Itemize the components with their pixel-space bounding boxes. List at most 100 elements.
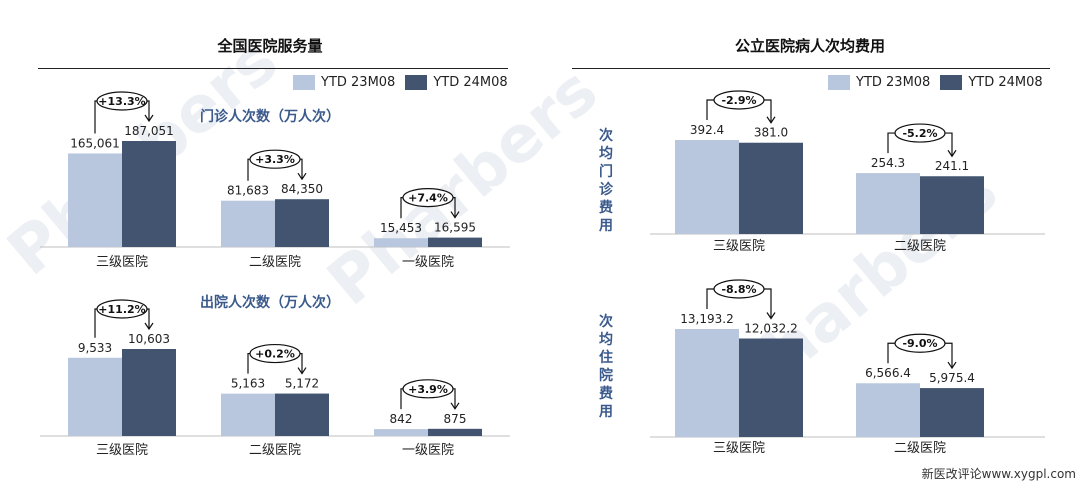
bar-ytd23 — [675, 140, 739, 234]
legend-label-ytd24: YTD 24M08 — [433, 75, 508, 90]
change-badge — [713, 279, 765, 299]
change-label: +3.9% — [408, 383, 448, 396]
category-label: 三级医院 — [96, 255, 148, 270]
category-label: 一级医院 — [402, 255, 454, 270]
category-label: 二级医院 — [894, 239, 946, 254]
bar-ytd24 — [275, 199, 329, 247]
data-label: 5,172 — [285, 377, 319, 391]
bar-ytd24 — [275, 393, 329, 436]
change-arrowhead — [947, 149, 957, 158]
category-label: 二级医院 — [894, 441, 946, 456]
data-label: 84,350 — [281, 182, 323, 196]
category-label: 三级医院 — [96, 443, 148, 458]
change-badge — [249, 343, 301, 364]
left-title-rule — [38, 68, 508, 69]
change-badge — [713, 90, 765, 110]
bar-ytd23 — [68, 357, 122, 436]
change-label: +7.4% — [408, 192, 448, 205]
legend-label-ytd23: YTD 23M08 — [321, 75, 396, 90]
data-label: 15,453 — [380, 221, 422, 235]
data-label: 392.4 — [690, 123, 724, 137]
change-badge — [894, 123, 946, 143]
legend-swatch-ytd23 — [293, 75, 315, 90]
change-badge — [96, 91, 148, 111]
change-label: +0.2% — [255, 348, 295, 361]
change-badge — [402, 187, 454, 208]
change-badge — [96, 299, 148, 319]
avg-inpatient-cost-title: 次均住院费用 — [599, 314, 613, 420]
change-label: +13.3% — [98, 95, 145, 108]
legend-label-ytd24: YTD 24M08 — [968, 75, 1043, 90]
data-label: 187,051 — [124, 124, 174, 138]
category-label: 二级医院 — [249, 443, 301, 458]
data-label: 10,603 — [128, 332, 170, 346]
legend-swatch-ytd24 — [940, 75, 963, 90]
data-label: 16,595 — [434, 221, 476, 235]
change-badge — [249, 149, 301, 169]
data-label: 381.0 — [754, 126, 788, 140]
change-arrowhead — [766, 116, 776, 124]
change-label: -9.0% — [902, 337, 937, 350]
change-label: -5.2% — [902, 127, 937, 140]
left-legend: YTD 23M08 YTD 24M08 — [293, 75, 518, 90]
bar-ytd23 — [68, 153, 122, 247]
legend-swatch-ytd24 — [405, 75, 428, 90]
bar-ytd23 — [374, 238, 428, 247]
bar-ytd23 — [374, 429, 428, 436]
change-label: -2.9% — [721, 94, 756, 107]
change-arrowhead — [297, 367, 307, 375]
bar-ytd23 — [856, 173, 920, 234]
data-label: 6,566.4 — [865, 366, 911, 380]
data-label: 5,975.4 — [929, 371, 975, 385]
right-legend: YTD 23M08 YTD 24M08 — [828, 75, 1053, 90]
change-arrowhead — [450, 402, 460, 410]
data-label: 5,163 — [231, 377, 265, 391]
bar-ytd23 — [221, 393, 275, 436]
change-arrowhead — [450, 211, 460, 219]
bar-ytd24 — [920, 176, 984, 234]
change-arrowhead — [947, 361, 957, 370]
avg-outpatient-cost-title: 次均门诊费用 — [599, 128, 613, 234]
data-label: 842 — [390, 412, 413, 426]
bar-ytd23 — [675, 329, 739, 437]
category-label: 三级医院 — [713, 441, 765, 456]
left-panel-title: 全国医院服务量 — [217, 37, 323, 55]
change-arrowhead — [144, 114, 154, 123]
bar-ytd24 — [920, 388, 984, 437]
data-label: 13,193.2 — [680, 312, 733, 326]
change-arrowhead — [144, 322, 154, 331]
right-panel-title: 公立医院病人次均费用 — [734, 37, 885, 55]
bar-ytd24 — [122, 349, 176, 436]
change-label: +11.2% — [98, 303, 145, 316]
category-label: 三级医院 — [713, 239, 765, 254]
legend-swatch-ytd23 — [828, 75, 850, 90]
category-label: 二级医院 — [249, 255, 301, 270]
change-badge — [402, 379, 454, 399]
bar-ytd24 — [739, 338, 803, 437]
data-label: 9,533 — [78, 341, 112, 355]
outpatient-visits-title: 门诊人次数（万人次） — [200, 109, 340, 125]
change-arrowhead — [297, 172, 307, 181]
data-label: 875 — [444, 412, 467, 426]
data-label: 165,061 — [70, 136, 120, 150]
change-label: +3.3% — [255, 153, 295, 166]
legend-label-ytd23: YTD 23M08 — [856, 75, 931, 90]
right-title-rule — [572, 68, 1050, 69]
category-label: 一级医院 — [402, 443, 454, 458]
data-label: 12,032.2 — [744, 322, 797, 336]
bar-ytd23 — [221, 200, 275, 247]
change-badge — [894, 333, 946, 353]
bar-ytd24 — [739, 142, 803, 234]
bar-ytd23 — [856, 383, 920, 437]
bar-ytd24 — [428, 237, 482, 247]
data-label: 241.1 — [935, 159, 969, 173]
data-label: 81,683 — [227, 184, 269, 198]
bar-ytd24 — [122, 141, 176, 247]
change-arrowhead — [766, 312, 776, 320]
inpatient-discharges-title: 出院人次数（万人次） — [200, 295, 340, 311]
data-label: 254.3 — [871, 156, 905, 170]
footer-source: 新医改评论www.xygpl.com — [921, 467, 1076, 481]
bar-ytd24 — [428, 428, 482, 436]
change-label: -8.8% — [721, 283, 756, 296]
